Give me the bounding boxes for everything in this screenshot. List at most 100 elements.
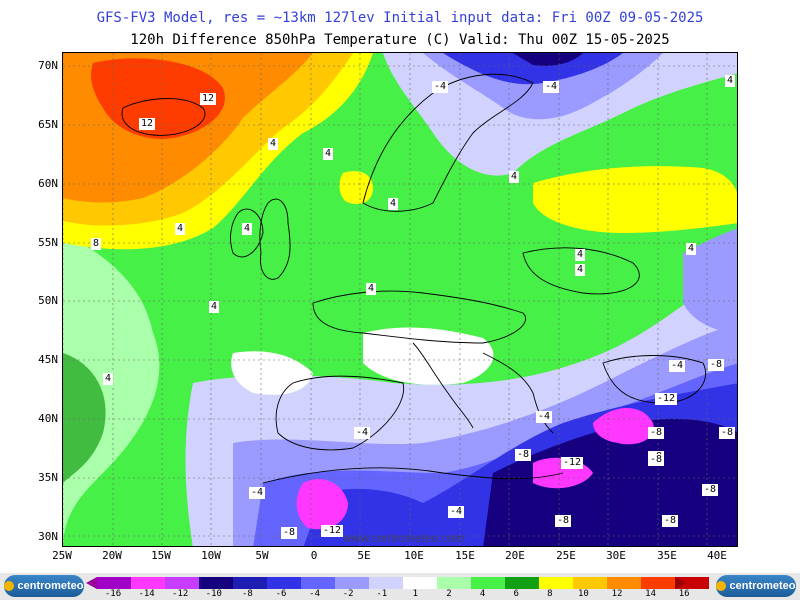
colorbar-cell (505, 577, 539, 589)
colorbar-label: -4 (309, 589, 321, 599)
atlantic-dark-zone (63, 353, 106, 483)
logo-sun-icon (4, 581, 15, 592)
contour-value-label: -8 (708, 359, 725, 371)
colorbar-label: -14 (138, 589, 155, 599)
colorbar-cell (573, 577, 607, 589)
contour-value-label: -4 (249, 487, 266, 499)
colorbar-labels: -16 -14 -12 -10 -8 -6 -4 -2 -1 1 2 4 6 8 10 12 14 16 (0, 589, 800, 601)
extreme-cold-anatolia (593, 408, 654, 445)
colorbar-cell (403, 577, 437, 589)
contour-value-label: 4 (209, 301, 220, 313)
contour-value-label: 4 (242, 223, 253, 235)
lat-label-50n: 50N (38, 294, 58, 307)
lon-label-5w: 5W (255, 549, 269, 562)
lat-label-40n: 40N (38, 412, 58, 425)
contour-value-label: 4 (175, 223, 186, 235)
contour-value-label: -8 (515, 449, 532, 461)
lon-label-25w: 25W (52, 549, 72, 562)
colorbar-cell (301, 577, 335, 589)
contour-value-label: 4 (575, 249, 586, 261)
contour-value-label: -4 (669, 360, 686, 372)
colorbar-label: -2 (342, 589, 354, 599)
model-title: GFS-FV3 Model, res = ~13km 127lev Initia… (96, 10, 704, 26)
cold-zone-east (683, 228, 737, 333)
lon-label-5e: 5E (357, 549, 371, 562)
lon-label-10w: 10W (201, 549, 221, 562)
colorbar-cell (165, 577, 199, 589)
colorbar-label: 1 (412, 589, 419, 599)
lat-label-45n: 45N (38, 353, 58, 366)
colorbar (97, 577, 709, 589)
contour-value-label: 4 (388, 198, 399, 210)
contour-value-label: 12 (200, 93, 217, 105)
contour-value-label: 4 (323, 148, 334, 160)
contour-value-label: 8 (91, 238, 102, 250)
watermark-text: www.centrometeo.com (343, 531, 465, 545)
colorbar-max-arrow (675, 577, 686, 589)
cold-zone-scandinavia-core (513, 53, 583, 66)
lon-label-40e: 40E (707, 549, 727, 562)
temperature-difference-map: www.centrometeo.com 12 12 8 4 4 4 4 4 4 4 4 4 4 4 4 -4 -… (62, 52, 738, 547)
contour-value-label: -8 (555, 515, 572, 527)
colorbar-cell (437, 577, 471, 589)
contour-value-label: 4 (268, 138, 279, 150)
lon-label-35e: 35E (657, 549, 677, 562)
colorbar-label: 4 (479, 589, 486, 599)
colorbar-cell (97, 577, 131, 589)
lon-label-15e: 15E (455, 549, 475, 562)
lat-label-60n: 60N (38, 177, 58, 190)
contour-value-label: -12 (321, 525, 344, 537)
colorbar-label: -6 (275, 589, 287, 599)
contour-value-label: 4 (103, 373, 114, 385)
lon-label-10e: 10E (404, 549, 424, 562)
colorbar-min-arrow (86, 577, 97, 589)
contour-value-label: -8 (648, 427, 665, 439)
field-title: 120h Difference 850hPa Temperature (C) V… (130, 32, 670, 48)
colorbar-label: 16 (678, 589, 690, 599)
lon-label-20w: 20W (102, 549, 122, 562)
lat-label-70n: 70N (38, 59, 58, 72)
colorbar-cell (267, 577, 301, 589)
colorbar-cell (335, 577, 369, 589)
colorbar-cell (471, 577, 505, 589)
contour-value-label: -8 (719, 427, 736, 439)
contour-value-label: 12 (139, 118, 156, 130)
lon-label-30e: 30E (606, 549, 626, 562)
cold-zone-med-core (483, 418, 737, 546)
contour-value-label: -4 (543, 81, 560, 93)
colorbar-label: -1 (376, 589, 388, 599)
contour-value-label: -8 (702, 484, 719, 496)
colorbar-cell (369, 577, 403, 589)
colorbar-cell (539, 577, 573, 589)
contour-value-label: 4 (575, 264, 586, 276)
lon-label-15w: 15W (151, 549, 171, 562)
colorbar-label: 8 (547, 589, 553, 599)
contour-value-label: -12 (655, 393, 678, 405)
contour-value-label: 4 (686, 243, 697, 255)
neutral-zone-alps (363, 327, 494, 385)
contour-value-label: -8 (662, 515, 679, 527)
centrometeo-logo-left: centrometeo (4, 575, 84, 597)
colorbar-label: 6 (513, 589, 519, 599)
contour-value-label: -4 (432, 81, 449, 93)
contour-value-label: 4 (366, 283, 377, 295)
colorbar-cell (131, 577, 165, 589)
colorbar-cell (233, 577, 267, 589)
lat-label-35n: 35N (38, 471, 58, 484)
colorbar-label: -12 (172, 589, 189, 599)
colorbar-cell (607, 577, 641, 589)
contour-value-label: -8 (648, 454, 665, 466)
colorbar-label: -10 (205, 589, 222, 599)
warm-zone-norway (339, 171, 373, 205)
extreme-cold-algeria (296, 479, 348, 530)
colorbar-label: 10 (577, 589, 589, 599)
map-svg (63, 53, 737, 546)
neutral-zone-iberia (231, 351, 313, 395)
coastlines (121, 73, 706, 484)
cold-zone-scandinavia-dark (443, 53, 623, 85)
colorbar-cell (199, 577, 233, 589)
contour-value-label: -12 (561, 457, 584, 469)
atlantic-light-zone (63, 233, 160, 546)
colorbar-label: 12 (611, 589, 623, 599)
lat-label-30n: 30N (38, 530, 58, 543)
